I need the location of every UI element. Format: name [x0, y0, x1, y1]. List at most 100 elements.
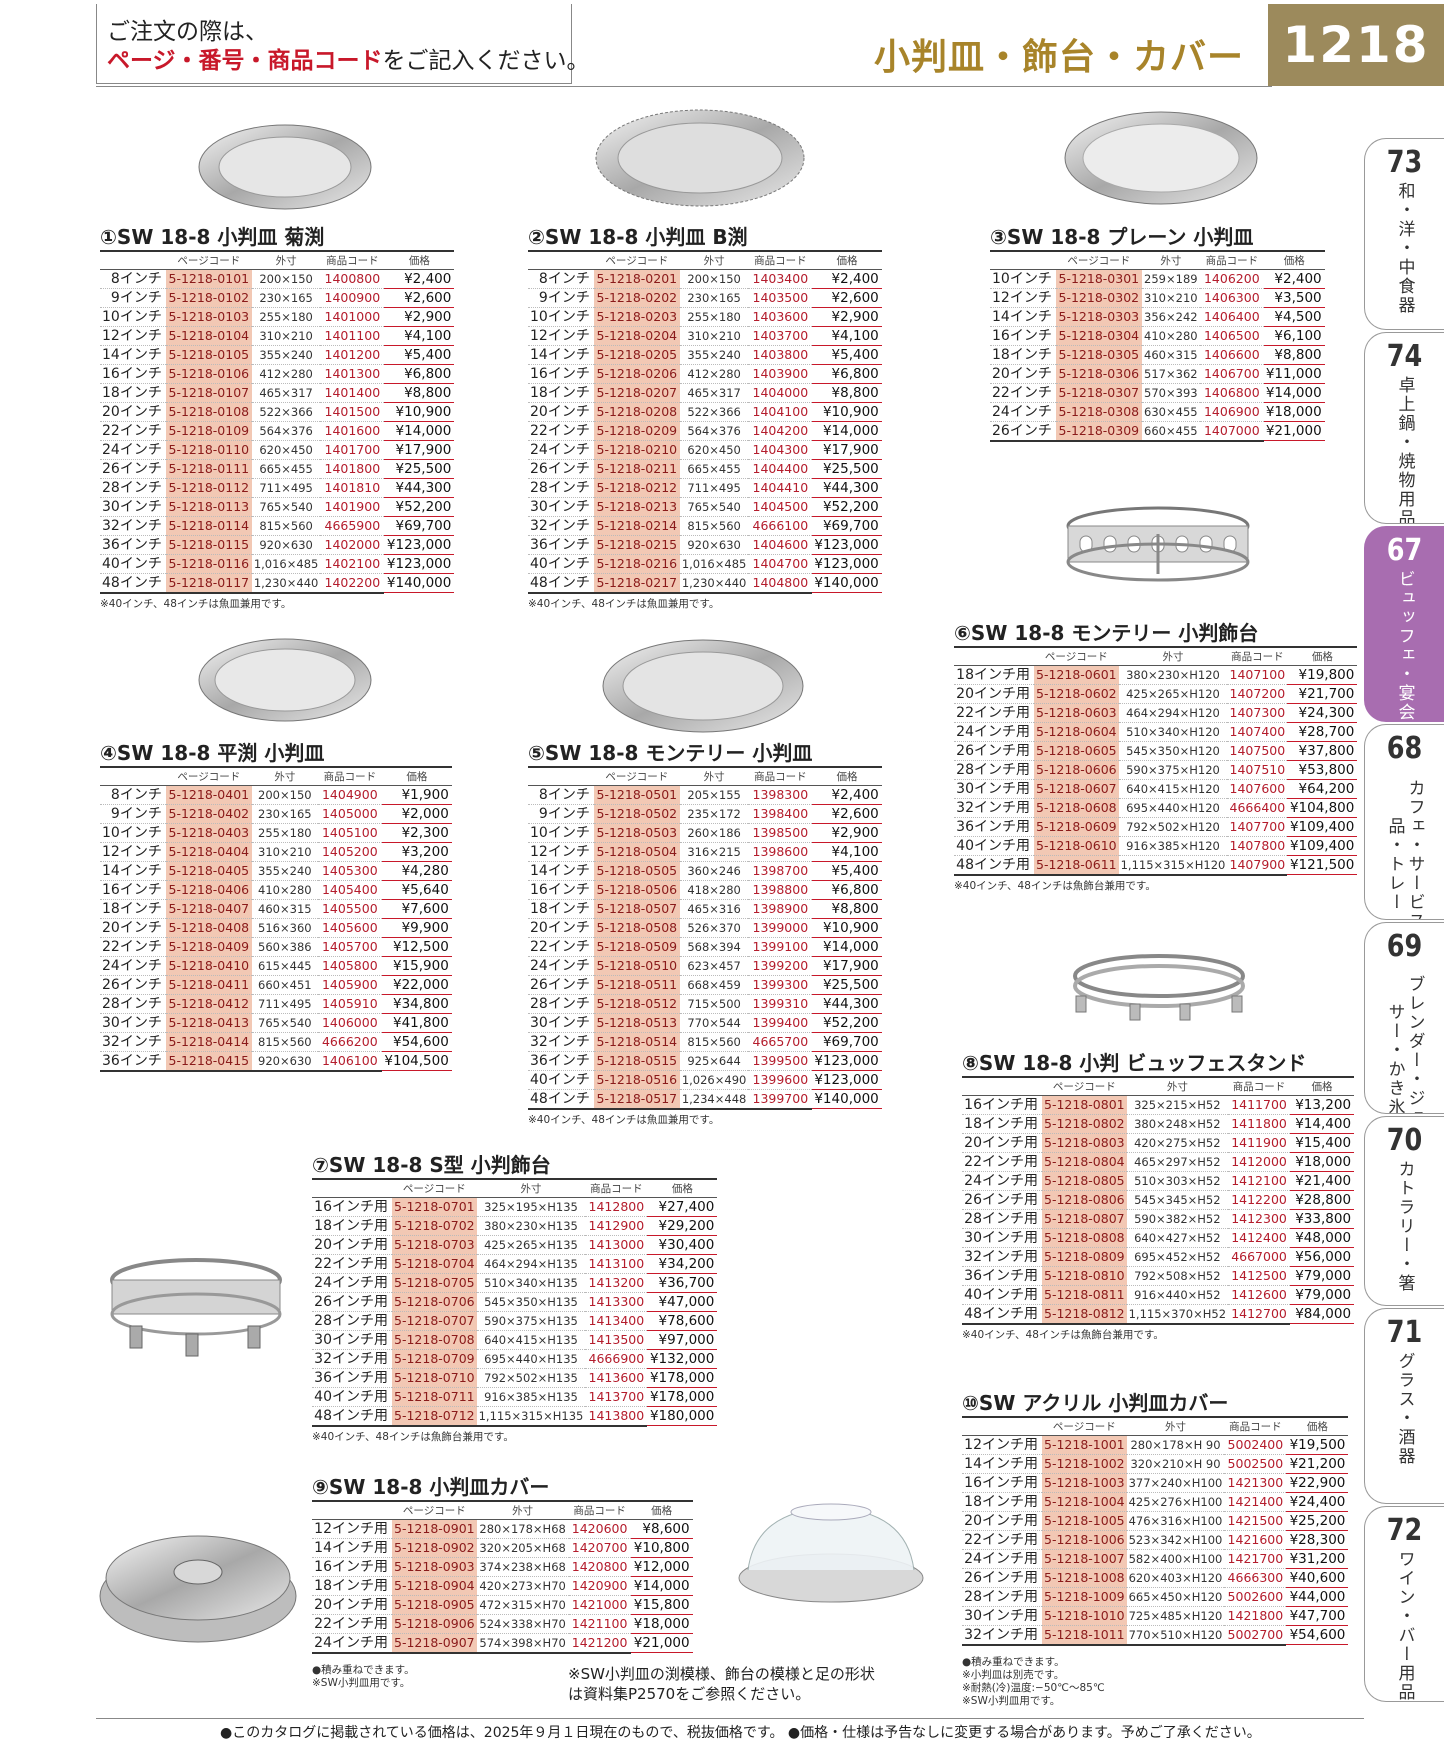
size-cell: 18インチ用 — [312, 1216, 392, 1236]
page-code-cell: 5-1218-0903 — [392, 1557, 477, 1577]
price-cell: ¥2,000 — [381, 804, 452, 824]
col-size — [990, 250, 1056, 270]
size-cell: 30インチ用 — [312, 1330, 392, 1350]
tab-74[interactable]: 74 卓上鍋・焼物用品 — [1364, 332, 1444, 524]
dims-cell: 526×370 — [679, 918, 749, 938]
dims-cell: 711×495 — [679, 478, 749, 498]
size-cell: 36インチ — [100, 535, 166, 555]
table-row: 22インチ用 5-1218-0906 524×338×H70 1421100 ¥18,0… — [312, 1614, 693, 1634]
price-cell: ¥17,900 — [384, 440, 455, 460]
price-cell: ¥2,300 — [381, 823, 452, 843]
tab-71[interactable]: 71 グラス・酒器 — [1364, 1308, 1444, 1504]
dims-cell: 725×485×H120 — [1126, 1606, 1225, 1626]
tab-72[interactable]: 72 ワイン・バー用品 — [1364, 1506, 1444, 1702]
col-size — [312, 1500, 392, 1520]
price-cell: ¥54,600 — [1286, 1625, 1349, 1645]
size-cell: 16インチ — [100, 880, 166, 900]
dims-cell: 325×215×H52 — [1126, 1095, 1229, 1115]
product-code-cell: 1407700 — [1227, 817, 1288, 837]
product-code-cell: 1398800 — [748, 880, 813, 900]
tab-number: 72 — [1386, 1513, 1423, 1548]
table-row: 26インチ 5-1218-0511 668×459 1399300 ¥25,500 — [528, 975, 882, 995]
table-row: 20インチ 5-1218-0408 516×360 1405600 ¥9,900 — [100, 918, 452, 938]
table-row: 12インチ 5-1218-0404 310×210 1405200 ¥3,200 — [100, 842, 452, 862]
product-code-cell: 1404700 — [748, 554, 813, 574]
price-cell: ¥52,200 — [812, 497, 882, 517]
dims-cell: 517×362 — [1141, 364, 1200, 384]
size-cell: 8インチ — [100, 785, 166, 805]
size-cell: 32インチ — [100, 1032, 166, 1052]
table-row: 36インチ用 5-1218-0810 792×508×H52 1412500 ¥79,0… — [962, 1266, 1355, 1286]
page-code-cell: 5-1218-1011 — [1042, 1625, 1127, 1646]
table-row: 18インチ用 5-1218-0601 380×230×H120 1407100 ¥19,… — [954, 665, 1358, 685]
page-code-cell: 5-1218-1005 — [1042, 1511, 1127, 1531]
price-cell: ¥18,000 — [1290, 1152, 1355, 1172]
price-cell: ¥123,000 — [812, 535, 882, 555]
col-dims: 外寸 — [476, 1500, 569, 1520]
price-cell: ¥56,000 — [1290, 1247, 1355, 1267]
price-cell: ¥15,800 — [630, 1595, 693, 1615]
price-cell: ¥21,700 — [1287, 684, 1358, 704]
price-cell: ¥132,000 — [647, 1349, 718, 1369]
size-cell: 32インチ — [528, 1032, 594, 1052]
platter-stand-image — [1066, 506, 1250, 582]
size-cell: 48インチ — [100, 573, 166, 594]
price-cell: ¥2,400 — [1263, 269, 1325, 289]
product-code-cell: 1421300 — [1224, 1473, 1287, 1493]
product-code-cell: 1407500 — [1227, 741, 1288, 761]
tab-69[interactable]: 69 ブレンダー・ジューサー・かき氷 — [1364, 922, 1444, 1114]
product-table: ページコード 外寸 商品コード 価格 10インチ 5-1218-0301 259×189 14… — [990, 250, 1325, 442]
size-cell: 9インチ — [100, 804, 166, 824]
dims-cell: 374×238×H68 — [476, 1557, 569, 1577]
page-code-cell: 5-1218-1006 — [1042, 1530, 1127, 1550]
page-code-cell: 5-1218-0103 — [165, 307, 252, 327]
tab-73[interactable]: 73 和・洋・中食器 — [1364, 138, 1444, 330]
page-code-cell: 5-1218-0108 — [165, 402, 252, 422]
tab-label: カトラリー・箸 — [1394, 1160, 1415, 1293]
page-code-cell: 5-1218-0506 — [593, 880, 680, 900]
tab-67[interactable]: 67 ビュッフェ・宴会 — [1364, 526, 1444, 722]
table-row: 20インチ用 5-1218-0905 472×315×H70 1421000 ¥15,8… — [312, 1595, 693, 1615]
dims-cell: 280×178×H 90 — [1126, 1435, 1225, 1455]
price-cell: ¥14,000 — [812, 937, 882, 957]
size-cell: 16インチ — [990, 326, 1056, 346]
size-cell: 20インチ — [100, 918, 166, 938]
dims-cell: 560×386 — [251, 937, 318, 957]
page-code-cell: 5-1218-0205 — [593, 345, 680, 365]
dims-cell: 360×246 — [679, 861, 749, 881]
page-code-cell: 5-1218-0515 — [593, 1051, 680, 1071]
dims-cell: 260×186 — [679, 823, 749, 843]
price-cell: ¥123,000 — [812, 554, 882, 574]
table-row: 30インチ 5-1218-0513 770×544 1399400 ¥52,200 — [528, 1013, 882, 1033]
table-row: 18インチ用 5-1218-0904 420×273×H70 1420900 ¥14,0… — [312, 1576, 693, 1596]
price-cell: ¥140,000 — [812, 573, 882, 593]
product-table: ページコード 外寸 商品コード 価格 18インチ用 5-1218-0601 380×230×… — [954, 646, 1358, 876]
dims-cell: 665×455 — [251, 459, 321, 479]
product-title: ⑥SW 18-8 モンテリー 小判飾台 — [954, 621, 1259, 645]
notice-red-text: ページ・番号・商品コード — [107, 48, 383, 74]
table-row: 26インチ用 5-1218-0605 545×350×H120 1407500 ¥37,… — [954, 741, 1358, 761]
product-code-cell: 1405700 — [317, 937, 382, 957]
size-cell: 18インチ用 — [312, 1576, 392, 1596]
tab-68[interactable]: 68 カフェ・サービス用品・トレー — [1364, 724, 1444, 920]
dims-cell: 412×280 — [679, 364, 749, 384]
size-cell: 18インチ — [100, 899, 166, 919]
page-code-cell: 5-1218-0409 — [165, 937, 252, 957]
table-row: 16インチ 5-1218-0206 412×280 1403900 ¥6,800 — [528, 364, 882, 384]
table-row: 16インチ 5-1218-0406 410×280 1405400 ¥5,640 — [100, 880, 452, 900]
product-code-cell: 1421600 — [1224, 1530, 1287, 1550]
size-cell: 14インチ — [528, 861, 594, 881]
dims-cell: 545×350×H120 — [1118, 741, 1228, 761]
table-row: 22インチ用 5-1218-1006 523×342×H100 1421600 ¥28,… — [962, 1530, 1349, 1550]
product-code-cell: 1405300 — [317, 861, 382, 881]
size-cell: 24インチ — [528, 956, 594, 976]
dims-cell: 522×366 — [251, 402, 321, 422]
size-cell: 20インチ用 — [312, 1235, 392, 1255]
size-cell: 20インチ用 — [962, 1511, 1042, 1531]
tab-70[interactable]: 70 カトラリー・箸 — [1364, 1116, 1444, 1306]
product-code-cell: 1413200 — [585, 1273, 648, 1293]
size-cell: 28インチ用 — [312, 1311, 392, 1331]
table-row: 28インチ用 5-1218-0707 590×375×H135 1413400 ¥78,… — [312, 1311, 718, 1331]
price-cell: ¥3,200 — [381, 842, 452, 862]
product-code-cell: 1398400 — [748, 804, 813, 824]
